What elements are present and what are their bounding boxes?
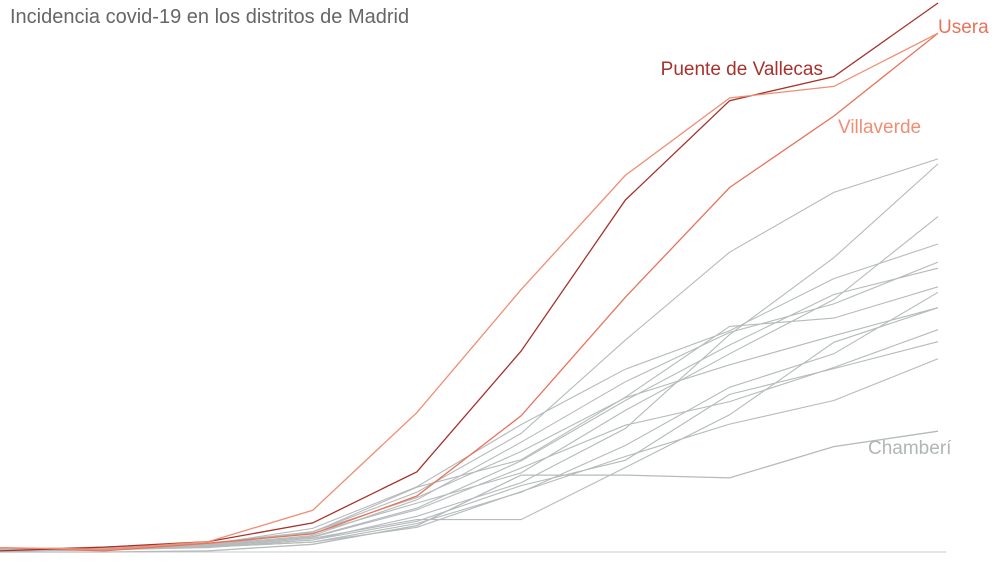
district-line-4 (0, 158, 939, 551)
highlighted-districts-lines (0, 2, 939, 553)
district-line-11 (0, 163, 939, 552)
series-line-chamberi (0, 430, 939, 553)
series-line-puente-de-vallecas (0, 2, 939, 552)
district-line-13 (0, 286, 939, 551)
district-line-8 (0, 307, 939, 550)
other-districts-lines (0, 158, 939, 553)
district-line-9 (0, 307, 939, 551)
series-label-puente-de-vallecas: Puente de Vallecas (661, 59, 823, 80)
district-line-1 (0, 291, 939, 551)
series-label-chamberi: Chamberí (868, 438, 952, 459)
series-line-usera (0, 32, 939, 552)
series-label-villaverde: Villaverde (838, 117, 921, 138)
district-line-6 (0, 329, 939, 550)
series-line-villaverde (0, 32, 939, 550)
series-labels: Usera Puente de Vallecas Villaverde Chamber… (661, 17, 989, 459)
series-label-usera: Usera (938, 17, 989, 38)
chart-title: Incidencia covid-19 en los distritos de … (10, 6, 409, 28)
district-line-7 (0, 358, 939, 551)
district-line-3 (0, 261, 939, 551)
